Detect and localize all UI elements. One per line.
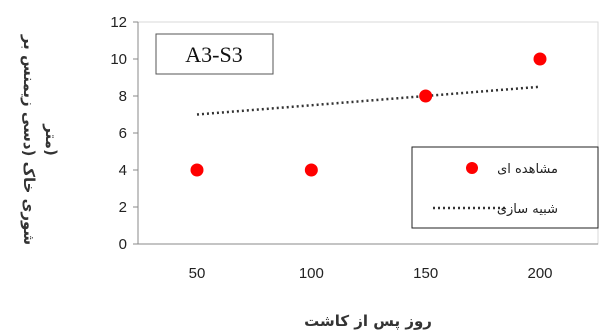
x-tick-label: 200	[527, 265, 552, 282]
x-axis-title: روز پس از کاشت	[304, 312, 432, 331]
legend-marker-observed	[466, 162, 478, 174]
observed-point	[305, 164, 318, 177]
legend-label-observed: مشاهده ای	[497, 162, 558, 177]
observed-point	[191, 164, 204, 177]
y-tick-label: 12	[110, 14, 127, 31]
observed-point	[419, 90, 432, 103]
x-tick-label: 50	[189, 265, 206, 282]
simulated-line	[197, 87, 540, 115]
x-tick-label: 100	[299, 265, 324, 282]
y-tick-label: 0	[119, 236, 127, 253]
y-tick-label: 8	[119, 88, 127, 105]
y-axis-title-line-1: شوری خاک (دسی زیمنس بر	[20, 34, 38, 245]
x-tick-labels: 50 100 150 200	[189, 265, 553, 282]
observed-point	[534, 53, 547, 66]
y-tick-labels: 0 2 4 6 8 10 12	[110, 14, 138, 253]
y-tick-label: 6	[119, 125, 127, 142]
legend-label-simulated: شبیه سازی	[497, 202, 558, 217]
annotation-label: A3-S3	[185, 42, 242, 67]
x-tick-label: 150	[413, 265, 438, 282]
y-tick-label: 4	[119, 162, 127, 179]
simulated-series	[197, 87, 540, 115]
y-tick-label: 2	[119, 199, 127, 216]
y-axis-title-line-2: متر)	[42, 123, 60, 156]
y-tick-label: 10	[110, 51, 127, 68]
